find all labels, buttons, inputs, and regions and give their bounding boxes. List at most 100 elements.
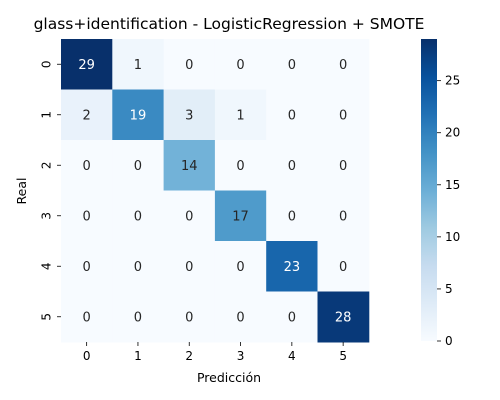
cell-value-label-5-0: 0 <box>83 310 91 325</box>
cell-value-label-2-5: 0 <box>339 159 347 174</box>
heatmap-cell-labels: 29 1 0 0 0 0 2 19 3 1 0 0 0 0 14 0 0 0 0 0 0 17 0 0 0 0 0 0 23 0 0 0 0 0 0… <box>78 58 351 326</box>
cell-value-label-1-3: 1 <box>236 108 244 123</box>
colorbar-tick-label-5: 25 <box>445 74 460 88</box>
y-tick-label-1: 1 <box>40 111 54 119</box>
heatmap-cell-1-0 <box>61 89 113 141</box>
heatmap-cells <box>61 39 370 343</box>
cell-value-label-2-2: 14 <box>181 159 198 174</box>
heatmap-cell-2-3 <box>214 140 267 191</box>
heatmap-cell-1-4 <box>266 89 318 141</box>
heatmap-cell-0-2 <box>163 39 216 90</box>
cell-value-label-3-3: 17 <box>232 209 249 224</box>
colorbar-tick-label-4: 20 <box>445 126 460 140</box>
heatmap-cell-5-3 <box>214 291 267 343</box>
heatmap-cell-5-1 <box>112 291 165 343</box>
cell-value-label-3-1: 0 <box>134 209 142 224</box>
cell-value-label-5-1: 0 <box>134 310 142 325</box>
x-tick-label-3: 3 <box>237 349 245 363</box>
cell-value-label-0-4: 0 <box>288 58 296 73</box>
y-tick-label-0: 0 <box>40 60 54 68</box>
colorbar-ticks: 0 5 10 15 20 25 <box>437 74 460 348</box>
heatmap-cell-4-3 <box>214 241 267 292</box>
heatmap-cell-5-4 <box>266 291 318 343</box>
heatmap-cell-4-5 <box>317 241 370 292</box>
heatmap-cell-3-0 <box>61 190 113 242</box>
x-tick-label-5: 5 <box>339 349 347 363</box>
heatmap-cell-5-2 <box>163 291 216 343</box>
heatmap-cell-2-4 <box>266 140 318 191</box>
cell-value-label-3-2: 0 <box>185 209 193 224</box>
heatmap-cell-0-4 <box>266 39 318 90</box>
x-tick-label-4: 4 <box>288 349 296 363</box>
heatmap-cell-1-5 <box>317 89 370 141</box>
heatmap-cell-1-2 <box>163 89 216 141</box>
chart-title: glass+identification - LogisticRegressio… <box>34 15 425 33</box>
heatmap-cell-3-5 <box>317 190 370 242</box>
cell-value-label-5-2: 0 <box>185 310 193 325</box>
cell-value-label-3-0: 0 <box>83 209 91 224</box>
cell-value-label-2-0: 0 <box>83 159 91 174</box>
cell-value-label-1-5: 0 <box>339 108 347 123</box>
heatmap-cell-2-5 <box>317 140 370 191</box>
y-tick-label-4: 4 <box>40 262 54 270</box>
cell-value-label-3-4: 0 <box>288 209 296 224</box>
heatmap-cell-5-0 <box>61 291 113 343</box>
heatmap-cell-1-3 <box>214 89 267 141</box>
heatmap-cell-0-1 <box>112 39 165 90</box>
cell-value-label-0-3: 0 <box>236 58 244 73</box>
heatmap-cell-0-0 <box>61 39 113 90</box>
cell-value-label-3-5: 0 <box>339 209 347 224</box>
heatmap-cell-2-0 <box>61 140 113 191</box>
heatmap-cell-3-1 <box>112 190 165 242</box>
cell-value-label-0-5: 0 <box>339 58 347 73</box>
cell-value-label-1-1: 19 <box>130 108 147 123</box>
cell-value-label-0-1: 1 <box>134 58 142 73</box>
cell-value-label-4-5: 0 <box>339 260 347 275</box>
heatmap-cell-3-3 <box>214 190 267 242</box>
heatmap-cell-3-4 <box>266 190 318 242</box>
heatmap-cell-0-3 <box>214 39 267 90</box>
cell-value-label-0-0: 29 <box>78 58 95 73</box>
cell-value-label-4-2: 0 <box>185 260 193 275</box>
y-tick-label-5: 5 <box>40 313 54 321</box>
heatmap-cell-1-1 <box>112 89 165 141</box>
y-axis-label: Real <box>14 178 29 205</box>
cell-value-label-2-1: 0 <box>134 159 142 174</box>
x-tick-label-2: 2 <box>185 349 193 363</box>
cell-value-label-4-1: 0 <box>134 260 142 275</box>
cell-value-label-4-3: 0 <box>236 260 244 275</box>
x-tick-label-1: 1 <box>134 349 142 363</box>
cell-value-label-5-4: 0 <box>288 310 296 325</box>
cell-value-label-2-3: 0 <box>236 159 244 174</box>
colorbar-tick-label-1: 5 <box>445 282 453 296</box>
heatmap-cell-4-1 <box>112 241 165 292</box>
heatmap-cell-2-2 <box>163 140 216 191</box>
heatmap-cell-0-5 <box>317 39 370 90</box>
x-axis-label: Predicción <box>197 370 261 385</box>
y-tick-label-2: 2 <box>40 161 54 169</box>
x-tick-label-0: 0 <box>83 349 91 363</box>
colorbar-tick-label-2: 10 <box>445 230 460 244</box>
y-tick-label-3: 3 <box>40 212 54 220</box>
cell-value-label-4-0: 0 <box>83 260 91 275</box>
heatmap-cell-5-5 <box>317 291 370 343</box>
cell-value-label-2-4: 0 <box>288 159 296 174</box>
colorbar-tick-label-3: 15 <box>445 178 460 192</box>
cell-value-label-5-5: 28 <box>335 310 352 325</box>
cell-value-label-1-4: 0 <box>288 108 296 123</box>
cell-value-label-1-0: 2 <box>83 108 91 123</box>
y-axis-ticks: 0 1 2 3 4 5 <box>40 60 61 321</box>
heatmap-cell-3-2 <box>163 190 216 242</box>
cell-value-label-5-3: 0 <box>236 310 244 325</box>
heatmap-cell-4-0 <box>61 241 113 292</box>
colorbar-tick-label-0: 0 <box>445 334 453 348</box>
colorbar <box>421 39 437 341</box>
cell-value-label-1-2: 3 <box>185 108 193 123</box>
cell-value-label-0-2: 0 <box>185 58 193 73</box>
cell-value-label-4-4: 23 <box>284 260 301 275</box>
x-axis-ticks: 0 1 2 3 4 5 <box>83 342 347 363</box>
heatmap-cell-2-1 <box>112 140 165 191</box>
heatmap-cell-4-2 <box>163 241 216 292</box>
heatmap-cell-4-4 <box>266 241 318 292</box>
